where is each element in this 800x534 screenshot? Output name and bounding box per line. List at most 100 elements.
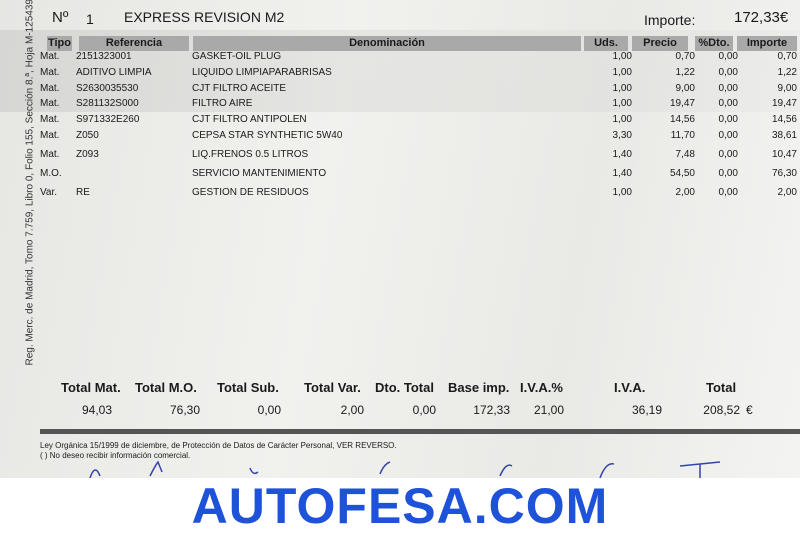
cell-uds: 3,30 <box>612 130 632 141</box>
cell-importe: 0,70 <box>777 51 797 62</box>
importe-label: Importe: <box>644 12 696 28</box>
value-dto-total: 0,00 <box>412 403 436 417</box>
cell-denom: LIQUIDO LIMPIAPARABRISAS <box>192 67 332 78</box>
cell-denom: SERVICIO MANTENIMIENTO <box>192 168 327 179</box>
cell-denom: CEPSA STAR SYNTHETIC 5W40 <box>192 130 343 141</box>
cell-importe: 38,61 <box>771 130 797 141</box>
cell-ref: Z050 <box>76 130 99 141</box>
number-value: 1 <box>86 11 94 27</box>
cell-tipo: Mat. <box>40 83 60 94</box>
value-total-var: 2,00 <box>340 403 364 417</box>
cell-precio: 0,70 <box>675 51 695 62</box>
cell-precio: 54,50 <box>669 168 695 179</box>
watermark-logo: AUTOFESA.COM <box>191 478 609 534</box>
cell-ref: Z093 <box>76 149 99 160</box>
cell-importe: 1,22 <box>777 67 797 78</box>
header-dto: %Dto. <box>695 36 733 51</box>
value-total-sub: 0,00 <box>257 403 281 417</box>
legal-text: Ley Orgánica 15/1999 de diciembre, de Pr… <box>40 441 397 450</box>
cell-tipo: M.O. <box>40 168 62 179</box>
label-iva: I.V.A. <box>614 380 646 395</box>
cell-uds: 1,40 <box>612 149 632 160</box>
cell-uds: 1,40 <box>612 168 632 179</box>
cell-dto: 0,00 <box>718 98 738 109</box>
cell-dto: 0,00 <box>718 67 738 78</box>
cell-dto: 0,00 <box>718 187 738 198</box>
header-referencia: Referencia <box>79 36 189 51</box>
number-label: Nº <box>52 9 69 26</box>
header-tipo: Tipo <box>47 36 72 51</box>
label-total: Total <box>706 380 737 395</box>
cell-precio: 7,48 <box>675 149 695 160</box>
label-total-var: Total Var. <box>304 380 361 395</box>
cell-tipo: Var. <box>40 187 58 198</box>
cell-ref: 2151323001 <box>76 51 132 62</box>
label-total-sub: Total Sub. <box>217 380 279 395</box>
header-uds: Uds. <box>584 36 628 51</box>
importe-value: 172,33€ <box>734 9 789 26</box>
value-total-mat: 94,03 <box>81 403 112 417</box>
header-importe: Importe <box>737 36 797 51</box>
cell-precio: 14,56 <box>669 114 695 125</box>
handwritten-signature <box>89 460 721 479</box>
cell-dto: 0,00 <box>718 130 738 141</box>
currency-symbol: € <box>746 403 753 417</box>
cell-uds: 1,00 <box>612 187 632 198</box>
cell-denom: CJT FILTRO ANTIPOLEN <box>192 114 307 125</box>
value-iva: 36,19 <box>631 403 662 417</box>
cell-dto: 0,00 <box>718 168 738 179</box>
cell-uds: 1,00 <box>612 83 632 94</box>
header-precio: Precio <box>632 36 688 51</box>
cell-importe: 14,56 <box>771 114 797 125</box>
label-total-mo: Total M.O. <box>135 380 197 395</box>
cell-tipo: Mat. <box>40 51 60 62</box>
cell-denom: GESTION DE RESIDUOS <box>192 187 309 198</box>
value-total-mo: 76,30 <box>169 403 200 417</box>
cell-ref: S281132S000 <box>76 98 139 109</box>
cell-precio: 11,70 <box>670 130 695 141</box>
cell-dto: 0,00 <box>718 149 738 160</box>
cell-ref: ADITIVO LIMPIA <box>76 67 152 78</box>
label-total-mat: Total Mat. <box>61 380 121 395</box>
registry-side-text: Reg. Merc. de Madrid, Tomo 7.759, Libro … <box>24 0 36 366</box>
value-total: 208,52 <box>703 403 740 417</box>
cell-precio: 1,22 <box>675 67 695 78</box>
cell-importe: 76,30 <box>771 168 797 179</box>
cell-importe: 2,00 <box>777 187 797 198</box>
cell-denom: GASKET-OIL PLUG <box>192 51 282 62</box>
cell-ref: S2630035530 <box>76 83 139 94</box>
cell-dto: 0,00 <box>718 51 738 62</box>
cell-importe: 10,47 <box>771 149 797 160</box>
cell-precio: 2,00 <box>675 187 695 198</box>
cell-tipo: Mat. <box>40 98 60 109</box>
label-dto-total: Dto. Total <box>375 380 434 395</box>
cell-tipo: Mat. <box>40 130 60 141</box>
divider <box>40 429 800 434</box>
cell-ref: S971332E260 <box>76 114 140 125</box>
cell-denom: CJT FILTRO ACEITE <box>192 83 287 94</box>
cell-denom: LIQ.FRENOS 0.5 LITROS <box>192 149 309 160</box>
header-denominacion: Denominación <box>193 36 581 51</box>
cell-dto: 0,00 <box>718 83 738 94</box>
cell-uds: 1,00 <box>612 67 632 78</box>
watermark-banner <box>0 478 800 534</box>
cell-tipo: Mat. <box>40 149 60 160</box>
value-iva-pct: 21,00 <box>533 403 564 417</box>
cell-denom: FILTRO AIRE <box>192 98 253 109</box>
label-base-imp: Base imp. <box>448 380 510 395</box>
cell-uds: 1,00 <box>612 114 632 125</box>
cell-uds: 1,00 <box>612 98 632 109</box>
cell-dto: 0,00 <box>718 114 738 125</box>
cell-ref: RE <box>76 187 90 198</box>
cell-importe: 19,47 <box>771 98 797 109</box>
cell-tipo: Mat. <box>40 114 60 125</box>
value-base-imp: 172,33 <box>473 403 510 417</box>
cell-precio: 9,00 <box>675 83 695 94</box>
doc-title: EXPRESS REVISION M2 <box>124 9 285 25</box>
optout-text: ( ) No deseo recibir información comerci… <box>40 451 191 460</box>
cell-uds: 1,00 <box>612 51 632 62</box>
cell-importe: 9,00 <box>777 83 797 94</box>
cell-precio: 19,47 <box>669 98 695 109</box>
cell-tipo: Mat. <box>40 67 60 78</box>
